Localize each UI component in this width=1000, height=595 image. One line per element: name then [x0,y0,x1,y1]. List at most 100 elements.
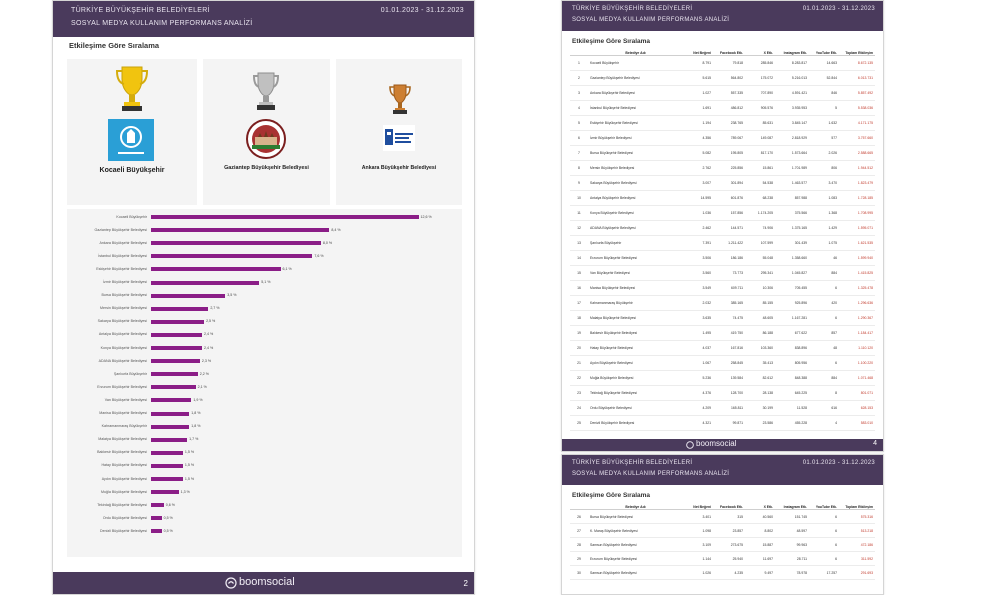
podium-card-second: Gaziantep Büyükşehir Belediyesi [203,59,330,205]
bar [151,215,419,219]
table-cell: 705.455 [775,280,809,296]
bar-category-label: İstanbul Büyükşehir Belediyesi [98,253,147,258]
table-row[interactable]: 21 Aydın Büyükşehir Belediyesi 1.067 258.84… [570,355,875,371]
table-row[interactable]: 8 Mersin Büyükşehir Belediyesi 2.762 225.85… [570,160,875,176]
column-header[interactable]: Belediye Adı [588,51,683,56]
column-header[interactable] [570,505,588,510]
table-row[interactable]: 1 Kocaeli Büyükşehir 8.791 79.818 285.846 8.2… [570,55,875,71]
table-row[interactable]: 16 Manisa Büyükşehir Belediyesi 3.549 609.7… [570,280,875,296]
column-header[interactable]: Toplam Etkileşim [839,51,875,56]
table-cell: 48.605 [745,310,775,326]
column-header[interactable] [570,51,588,56]
column-header[interactable]: Instagram Etk. [775,505,809,510]
table-cell: 99.871 [713,415,745,431]
table-cell: 1.495 [683,325,713,341]
table-cell: 857.988 [775,190,809,206]
table-row[interactable]: 7 Bursa Büyükşehir Belediyesi 5.082 195.805… [570,145,875,161]
column-header[interactable]: YouTube Etk. [809,51,839,56]
table-cell: 1.691 [683,100,713,116]
table-cell: 55.048 [745,250,775,266]
table-row[interactable]: 17 Kahramanmaraş Büyükşehir 2.032 385.165 85… [570,295,875,311]
table-cell: 1.823.479 [839,175,875,191]
table-cell: 30 [570,565,588,580]
table-cell: 2.462 [683,220,713,236]
table-cell: 1.167.281 [775,310,809,326]
table-row[interactable]: 14 Erzurum Büyükşehir Belediyesi 3.506 186.… [570,250,875,266]
table-row[interactable]: 13 Şanlıurfa Büyükşehir 7.391 1.211.422 107.… [570,235,875,251]
column-header[interactable]: Net Beğeni [683,51,713,56]
bar-category-label: Manisa Büyükşehir Belediyesi [99,411,147,415]
bar [151,385,196,390]
page-header: TÜRKİYE BÜYÜKŞEHİR BELEDİYELERİ SOSYAL M… [562,455,883,485]
table-cell: 3.506 [683,250,713,266]
table-cell: 291.693 [839,565,875,580]
column-header[interactable]: Facebook Etk. [713,505,745,510]
silver-trophy-icon [252,72,280,110]
page-number: 4 [873,440,877,447]
table-cell: 6 [809,280,839,296]
table-row[interactable]: 5 Eskişehir Büyükşehir Belediyesi 1.194 238… [570,115,875,131]
engagement-table: Belediye Adı Net Beğeni Facebook Etk. X Etk… [570,51,875,431]
table-row[interactable]: 15 Van Büyükşehir Belediyesi 3.560 73.773 29… [570,265,875,281]
table-row[interactable]: 28 Samsun Büyükşehir Belediyesi 3.109 273.6… [570,537,875,552]
column-header[interactable]: Facebook Etk. [713,51,745,56]
table-row[interactable]: 4 İstanbul Büyükşehir Belediyesi 1.691 486.… [570,100,875,116]
table-cell: Van Büyükşehir Belediyesi [588,265,683,281]
report-title: TÜRKİYE BÜYÜKŞEHİR BELEDİYELERİ [71,7,210,14]
table-row[interactable]: 6 İzmir Büyükşehir Belediyesi 4.356 789.067… [570,130,875,146]
table-row[interactable]: 22 Muğla Büyükşehir Belediyesi 5.236 139.58… [570,370,875,386]
table-cell: 165.811 [713,400,745,416]
table-cell: 486.812 [713,100,745,116]
table-row[interactable]: 9 Sakarya Büyükşehir Belediyesi 3.007 301.8… [570,175,875,191]
table-cell: 8.802 [745,523,775,538]
table-row[interactable]: 29 Erzurum Büyükşehir Belediyesi 1.144 25.9… [570,551,875,566]
table-row[interactable]: 26 Bursa Büyükşehir Belediyesi 3.401 315 40.… [570,509,875,524]
bar [151,477,183,481]
table-cell: 905.576 [745,100,775,116]
table-cell: 3.109 [683,537,713,552]
table-row[interactable]: 25 Denizli Büyükşehir Belediyesi 4.321 99.8… [570,415,875,431]
table-cell: 10 [570,190,588,206]
table-cell: 1.211.422 [713,235,745,251]
table-cell: 149.087 [745,130,775,146]
table-cell: 6 [809,551,839,566]
column-header[interactable]: X Etk. [745,505,775,510]
column-header[interactable]: Belediye Adı [588,505,683,510]
bar-value-label: 8,0 % [322,240,333,245]
bar-category-label: Denizli Büyükşehir Belediyesi [100,528,147,533]
table-cell: 139.584 [713,370,745,386]
column-header[interactable]: YouTube Etk. [809,505,839,510]
table-cell: 79.818 [713,55,745,71]
table-cell: 1.067 [683,355,713,371]
table-cell: 1.463.577 [775,175,809,191]
table-cell: 557.335 [713,85,745,101]
table-row[interactable]: 2 Gaziantep Büyükşehir Belediyesi 5.615 564… [570,70,875,86]
table-cell: 11.697 [745,551,775,566]
table-cell: 7 [570,145,588,161]
report-title: TÜRKİYE BÜYÜKŞEHİR BELEDİYELERİ [572,6,693,12]
table-row[interactable]: 30 Samsun Büyükşehir Belediyesi 1.026 4.235… [570,565,875,580]
page-header: TÜRKİYE BÜYÜKŞEHİR BELEDİYELERİ SOSYAL M… [53,1,474,37]
table-row[interactable]: 3 Ankara Büyükşehir Belediyesi 1.027 557.33… [570,85,875,101]
column-header[interactable]: X Etk. [745,51,775,56]
table-row[interactable]: 18 Malatya Büyükşehir Belediyesi 3.635 74.4… [570,310,875,326]
table-cell: 1.595.071 [839,220,875,236]
table-row[interactable]: 12 ADANA Büyükşehir Belediyesi 2.462 144.57… [570,220,875,236]
table-row[interactable]: 11 Konya Büyükşehir Belediyesi 1.036 157.85… [570,205,875,221]
table-cell: 285.846 [745,55,775,71]
table-cell: 817.170 [745,145,775,161]
table-row[interactable]: 27 K. Maraş Büyükşehir Belediyesi 1.098 23.… [570,523,875,538]
column-header[interactable]: Toplam Etkileşim [839,505,875,510]
table-cell: 564.802 [713,70,745,86]
table-cell: 1.632 [809,115,839,131]
table-cell: 801.071 [839,385,875,401]
table-cell: 1.368 [809,205,839,221]
table-row[interactable]: 23 Tekirdağ Büyükşehir Belediyesi 4.376 128… [570,385,875,401]
table-row[interactable]: 19 Balıkesir Büyükşehir Belediyesi 1.495 41… [570,325,875,341]
column-header[interactable]: Net Beğeni [683,505,713,510]
table-row[interactable]: 10 Antalya Büyükşehir Belediyesi 14.595 601… [570,190,875,206]
table-row[interactable]: 20 Hatay Büyükşehir Belediyesi 4.037 167.81… [570,340,875,356]
column-header[interactable]: Instagram Etk. [775,51,809,56]
table-row[interactable]: 24 Ordu Büyükşehir Belediyesi 4.209 165.811… [570,400,875,416]
table-cell: 513.218 [839,523,875,538]
